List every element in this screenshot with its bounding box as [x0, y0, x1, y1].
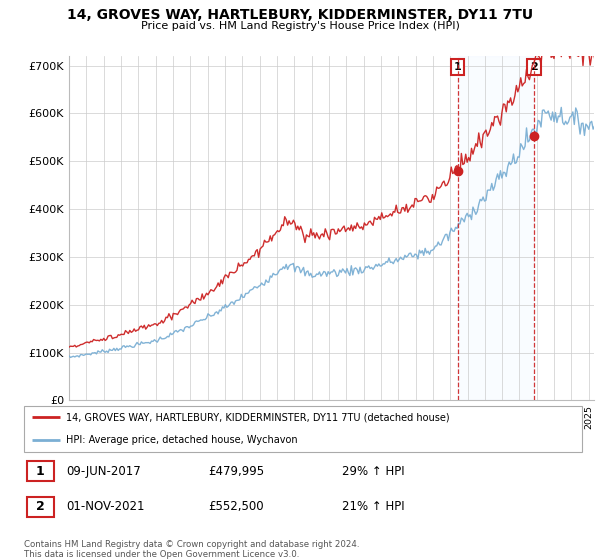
FancyBboxPatch shape	[27, 461, 53, 481]
Text: 29% ↑ HPI: 29% ↑ HPI	[342, 465, 404, 478]
Bar	[458, 56, 534, 400]
Text: 09-JUN-2017: 09-JUN-2017	[66, 465, 140, 478]
Text: HPI: Average price, detached house, Wychavon: HPI: Average price, detached house, Wych…	[66, 436, 298, 445]
FancyBboxPatch shape	[24, 406, 582, 452]
Text: 14, GROVES WAY, HARTLEBURY, KIDDERMINSTER, DY11 7TU: 14, GROVES WAY, HARTLEBURY, KIDDERMINSTE…	[67, 8, 533, 22]
Text: Contains HM Land Registry data © Crown copyright and database right 2024.
This d: Contains HM Land Registry data © Crown c…	[24, 540, 359, 559]
Text: Price paid vs. HM Land Registry's House Price Index (HPI): Price paid vs. HM Land Registry's House …	[140, 21, 460, 31]
Text: £552,500: £552,500	[208, 500, 264, 513]
FancyBboxPatch shape	[27, 497, 53, 517]
Text: 1: 1	[36, 465, 44, 478]
Text: 01-NOV-2021: 01-NOV-2021	[66, 500, 145, 513]
Text: £479,995: £479,995	[208, 465, 264, 478]
Text: 21% ↑ HPI: 21% ↑ HPI	[342, 500, 404, 513]
Text: 14, GROVES WAY, HARTLEBURY, KIDDERMINSTER, DY11 7TU (detached house): 14, GROVES WAY, HARTLEBURY, KIDDERMINSTE…	[66, 413, 449, 422]
Text: 2: 2	[36, 500, 44, 513]
Text: 2: 2	[530, 62, 538, 72]
Text: 1: 1	[454, 62, 461, 72]
